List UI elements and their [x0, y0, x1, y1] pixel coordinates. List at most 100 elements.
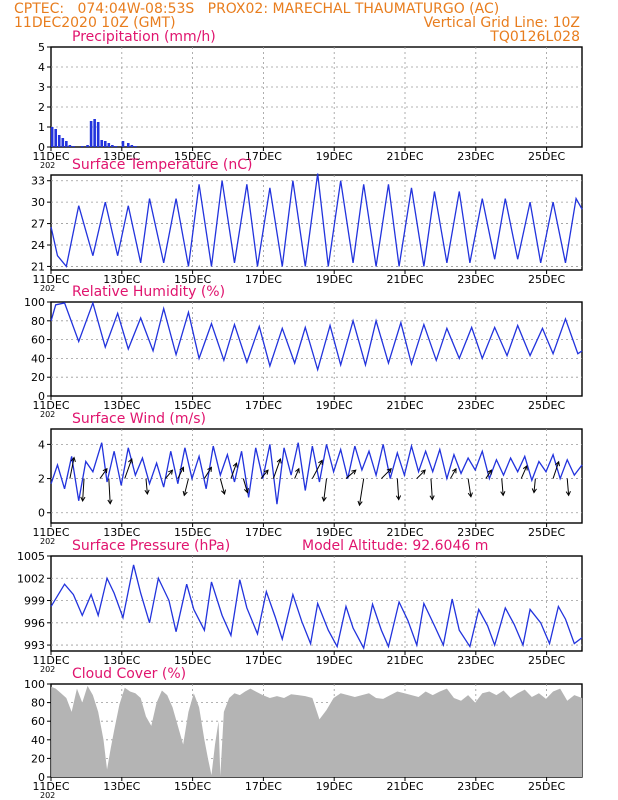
x-tick-label: 13DEC: [103, 654, 140, 667]
wind-arrow: [467, 478, 472, 497]
y-tick-label: 27: [31, 218, 45, 231]
x-tick-label: 23DEC: [457, 273, 494, 286]
x-tick-label: 21DEC: [386, 273, 423, 286]
x-tick-label: 17DEC: [245, 399, 282, 412]
wind-arrow-head: [221, 489, 227, 495]
x-tick-label: 13DEC: [103, 780, 140, 793]
wind-arrow-head: [276, 457, 282, 464]
y-tick-label: 100: [24, 678, 45, 691]
precipitation-bar: [134, 146, 137, 147]
x-tick-label: 11DEC: [32, 780, 69, 793]
wind-arrow-head: [487, 469, 492, 475]
y-tick-label: 4: [38, 61, 45, 74]
precipitation-bar: [103, 141, 107, 147]
x-tick-label: 11DEC: [32, 526, 69, 539]
wind-arrow-head: [555, 460, 560, 467]
panel-frame: [50, 46, 583, 148]
panel-frame: [50, 555, 583, 652]
y-tick-label: 996: [24, 617, 45, 630]
wind-arrow: [430, 478, 433, 500]
precipitation-bar: [111, 145, 114, 147]
wind-arrow: [108, 478, 111, 504]
wind-arrow-head: [500, 491, 506, 497]
panel-frame: [50, 301, 583, 397]
precipitation-bar: [114, 146, 118, 147]
wind-arrow: [260, 469, 269, 479]
x-tick-label: 19DEC: [316, 654, 353, 667]
wind-arrow: [381, 468, 392, 479]
wind-arrow: [145, 478, 148, 495]
y-tick-label: 2: [38, 473, 45, 486]
x-tick-label: 11DEC: [32, 654, 69, 667]
y-tick-label: 33: [31, 175, 45, 188]
y-tick-label: 0: [38, 507, 45, 520]
wind-arrow: [124, 458, 133, 479]
wind-arrow-head: [207, 466, 212, 472]
wind-arrow: [230, 462, 238, 479]
precipitation-bar: [72, 146, 75, 147]
y-tick-label: 1002: [17, 572, 45, 585]
wind-arrow-head: [70, 456, 76, 463]
precipitation-bar: [100, 140, 104, 147]
y-tick-label: 20: [31, 752, 45, 765]
wind-arrow-head: [395, 495, 402, 501]
wind-arrow: [416, 469, 426, 479]
wind-arrow-head: [357, 500, 363, 507]
wind-arrow-head: [107, 499, 113, 505]
panel-title: Relative Humidity (%): [72, 284, 225, 300]
x-tick-label: 15DEC: [174, 273, 211, 286]
x-tick-label: 21DEC: [386, 150, 423, 163]
y-tick-label: 0: [38, 141, 45, 154]
x-tick-label: 19DEC: [316, 526, 353, 539]
wind-arrow-head: [179, 466, 185, 472]
x-tick-label: 25DEC: [528, 780, 565, 793]
wind-arrow: [203, 467, 212, 479]
wind-arrow: [485, 469, 492, 479]
y-tick-label: 21: [31, 260, 45, 273]
wind-arrow-head: [128, 457, 133, 464]
x-year-fragment: 202: [40, 665, 55, 674]
x-tick-label: 11DEC: [32, 399, 69, 412]
x-tick-label: 11DEC: [32, 150, 69, 163]
x-tick-label: 17DEC: [245, 150, 282, 163]
wind-arrow-head: [531, 488, 537, 494]
precipitation-bar: [50, 127, 54, 147]
wind-arrow: [177, 467, 184, 479]
y-tick-label: 0: [38, 390, 45, 403]
wind-arrow: [566, 478, 570, 496]
wind-arrow: [449, 468, 457, 479]
y-tick-label: 20: [31, 371, 45, 384]
precipitation-bar: [126, 143, 130, 147]
precipitation-bar: [80, 146, 84, 147]
x-tick-label: 13DEC: [103, 150, 140, 163]
wind-arrow: [552, 461, 560, 479]
x-tick-label: 15DEC: [174, 526, 211, 539]
y-tick-label: 4: [38, 438, 45, 451]
x-tick-label: 21DEC: [386, 526, 423, 539]
wind-arrow-head: [80, 496, 86, 503]
wind-arrow-head: [168, 469, 174, 475]
x-tick-label: 13DEC: [103, 273, 140, 286]
x-tick-label: 21DEC: [386, 780, 423, 793]
series-line: [50, 564, 583, 650]
x-tick-label: 11DEC: [32, 273, 69, 286]
panel-frame: [50, 428, 583, 524]
wind-arrow: [272, 458, 281, 479]
x-tick-label: 17DEC: [245, 526, 282, 539]
x-tick-label: 23DEC: [457, 780, 494, 793]
x-year-fragment: 202: [40, 410, 55, 419]
wind-arrow: [165, 469, 173, 479]
x-tick-label: 15DEC: [174, 399, 211, 412]
y-tick-label: 1005: [17, 550, 45, 563]
series-line: [50, 173, 583, 268]
wind-arrow-head: [467, 492, 473, 498]
x-tick-label: 23DEC: [457, 526, 494, 539]
wind-arrow: [82, 478, 85, 501]
wind-arrow: [311, 460, 323, 479]
x-tick-label: 23DEC: [457, 150, 494, 163]
series-line: [50, 442, 583, 505]
x-tick-label: 17DEC: [245, 780, 282, 793]
x-year-fragment: 202: [40, 284, 55, 293]
panel-title: Surface Pressure (hPa): [72, 538, 230, 554]
